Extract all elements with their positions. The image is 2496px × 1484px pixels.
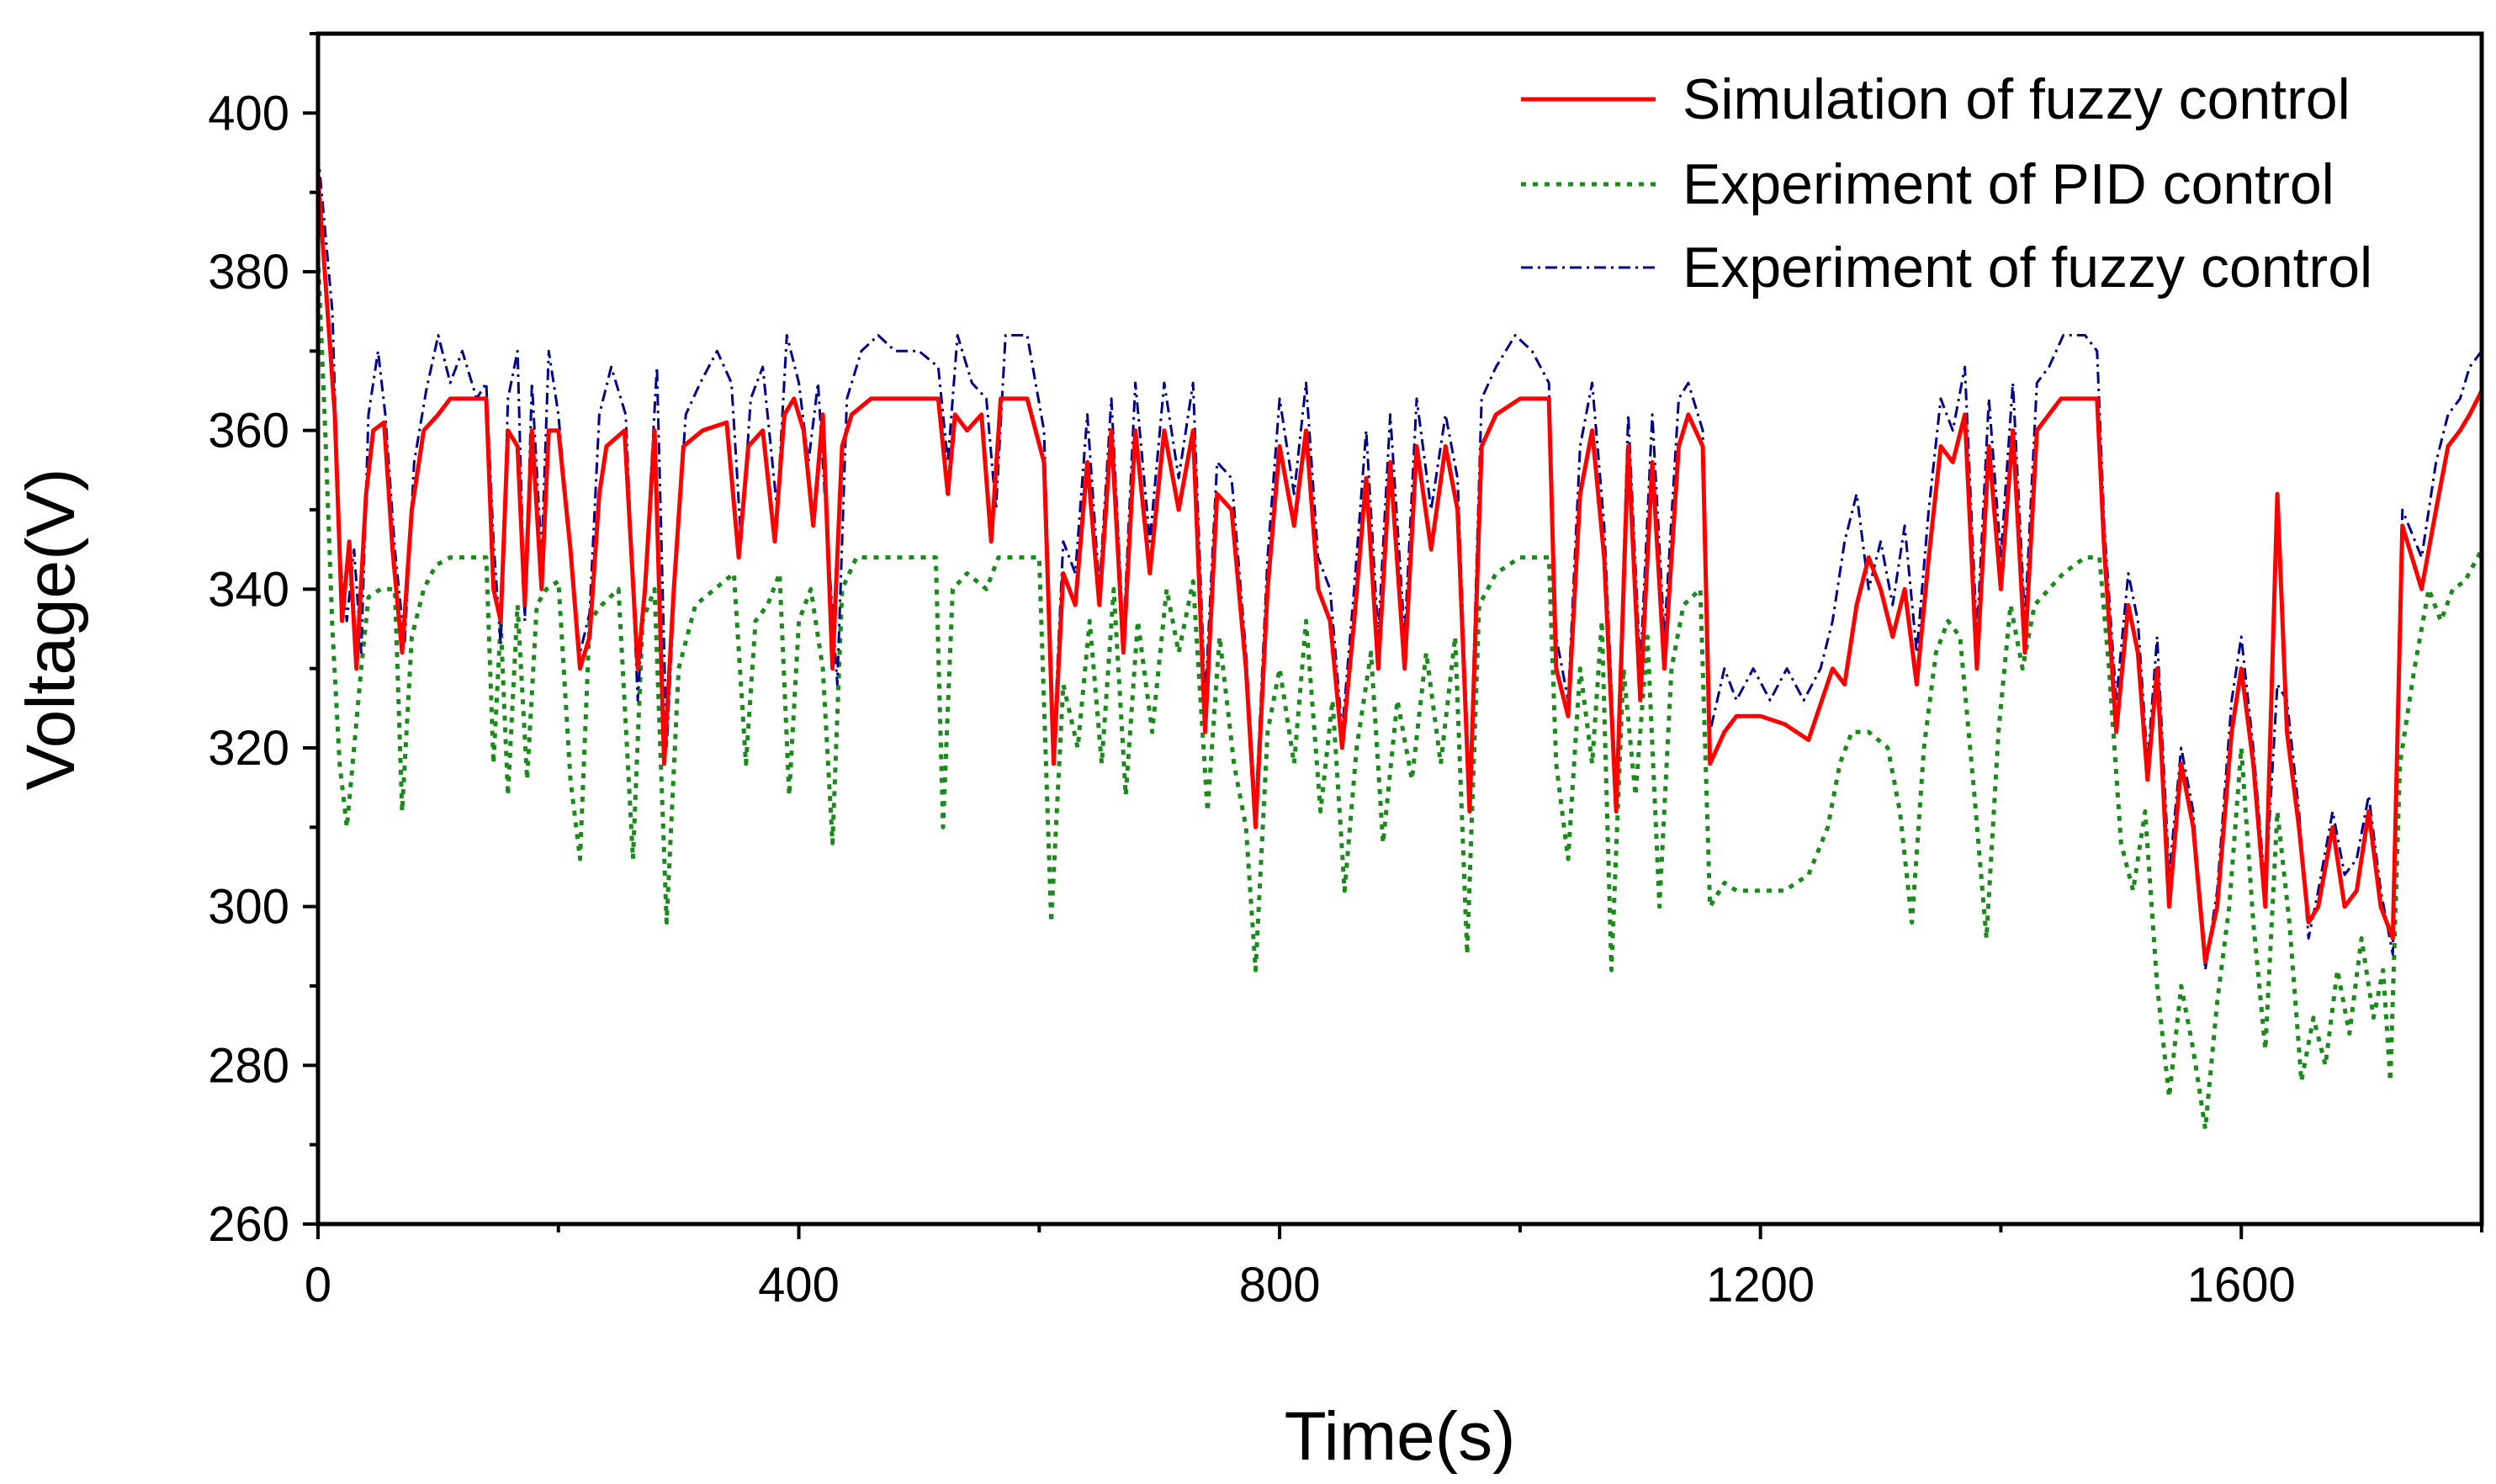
- y-tick-label: 320: [208, 721, 289, 776]
- series-simulation-fuzzy-line: [318, 176, 2482, 965]
- y-tick-label: 340: [208, 562, 289, 617]
- plot-frame: [315, 31, 2484, 1227]
- x-axis-title: Time(s): [1285, 1398, 1516, 1475]
- x-tick-label: 1600: [2187, 1258, 2296, 1312]
- x-tick-label: 0: [305, 1258, 331, 1312]
- series-fuzzy-experiment-line: [318, 152, 2482, 972]
- y-axis-title: Voltage(V): [13, 469, 89, 791]
- x-axis-ticks: 0 400 800 1200 1600: [305, 1224, 2483, 1312]
- legend: Simulation of fuzzy control Experiment o…: [1521, 67, 2372, 299]
- y-tick-label: 380: [208, 245, 289, 299]
- y-axis-ticks: 260 280 300 320 340 360 380 400: [208, 32, 318, 1252]
- series-pid-experiment-line: [318, 255, 2482, 1132]
- x-tick-label: 400: [758, 1258, 840, 1312]
- y-tick-label: 300: [208, 880, 289, 935]
- y-tick-label: 360: [208, 404, 289, 458]
- y-tick-label: 280: [208, 1038, 289, 1093]
- legend-label-simulation-fuzzy: Simulation of fuzzy control: [1683, 67, 2350, 131]
- legend-label-fuzzy-experiment: Experiment of fuzzy control: [1683, 236, 2372, 299]
- x-tick-label: 1200: [1706, 1258, 1815, 1312]
- y-tick-label: 260: [208, 1197, 289, 1252]
- x-tick-label: 800: [1239, 1258, 1321, 1312]
- legend-label-pid-experiment: Experiment of PID control: [1683, 152, 2334, 216]
- series-layer: [318, 152, 2482, 1132]
- y-tick-label: 400: [208, 86, 289, 140]
